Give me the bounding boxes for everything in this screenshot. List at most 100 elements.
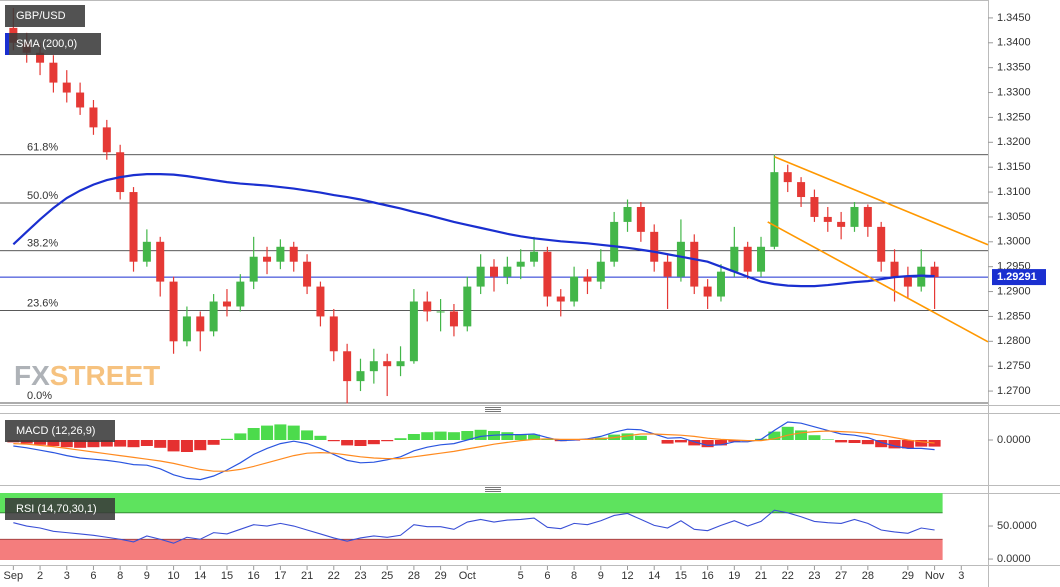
histogram-bar [194, 440, 207, 451]
x-tick-label: 9 [598, 570, 604, 582]
histogram-bar [474, 429, 487, 440]
watermark-part: FX [14, 360, 50, 391]
y-tick-label: 1.3150 [997, 161, 1031, 173]
candle-body [142, 241, 151, 262]
histogram-bar [888, 440, 901, 449]
candle-body [863, 206, 872, 227]
x-tick-label: 8 [117, 570, 123, 582]
y-tick-label: 1.3450 [997, 12, 1031, 24]
candle-body [156, 241, 165, 282]
histogram-bar [795, 430, 808, 440]
fib-label: 23.6% [27, 297, 58, 309]
histogram-bar [674, 440, 687, 443]
y-tick-label: 1.3200 [997, 136, 1031, 148]
macd-line [13, 421, 935, 481]
histogram-bar [367, 440, 380, 445]
channel-line [774, 155, 989, 246]
candle-body [903, 276, 912, 287]
x-tick-label: 3 [958, 570, 964, 582]
candle-body [449, 311, 458, 327]
histogram-bar [421, 432, 434, 440]
fib-label: 50.0% [27, 190, 58, 202]
signal-line [13, 430, 935, 472]
x-tick-label: 8 [571, 570, 577, 582]
candle-body [623, 206, 632, 222]
x-tick-label: 6 [90, 570, 96, 582]
x-tick-label: 15 [675, 570, 687, 582]
candle-body [890, 261, 899, 277]
legend-box [5, 420, 115, 442]
histogram-bar [821, 439, 834, 440]
oversold-zone [0, 539, 943, 560]
fib-label: 38.2% [27, 238, 58, 250]
x-tick-label: 21 [755, 570, 767, 582]
candle-body [650, 231, 659, 262]
candle-body [837, 221, 846, 227]
candle-body [770, 172, 779, 247]
histogram-bar [407, 434, 420, 440]
candle-body [276, 246, 285, 262]
y-tick-label: 1.3050 [997, 211, 1031, 223]
histogram-bar [47, 440, 60, 446]
x-tick-label: 22 [782, 570, 794, 582]
y-tick-label: 1.3300 [997, 86, 1031, 98]
candle-body [757, 246, 766, 272]
candle-body [489, 266, 499, 277]
histogram-bar [688, 440, 701, 446]
candle-body [49, 62, 58, 83]
x-tick-label: 23 [354, 570, 366, 582]
candle-body [289, 246, 298, 262]
candle-body [556, 296, 565, 302]
candle-body [76, 92, 85, 108]
fib-label: 61.8% [27, 142, 58, 154]
x-tick-label: 12 [621, 570, 633, 582]
y-tick-label: 0.0000 [997, 553, 1031, 565]
candle-body [436, 311, 445, 313]
legend-item: GBP/USD [5, 5, 85, 27]
legend-item: MACD (12,26,9) [5, 420, 115, 442]
candle-body [329, 316, 338, 352]
histogram-bar [220, 438, 233, 440]
resize-handle[interactable] [485, 407, 501, 412]
overlay-layer: Sep 2 3 6 8 9 10 14 15 16 17 21 22 23 25 28 29 Oct 5 6 8 9 12 1… [4, 5, 1046, 582]
legend-item: SMA (200,0) [5, 33, 101, 55]
x-tick-label: 14 [194, 570, 206, 582]
histogram-bar [714, 440, 727, 446]
resize-handle[interactable] [485, 487, 501, 492]
candle-body [396, 361, 405, 367]
histogram-bar [274, 424, 287, 440]
legend-swatch [5, 33, 9, 55]
x-tick-label: 29 [902, 570, 914, 582]
candle-body [263, 256, 272, 262]
candle-body [610, 221, 619, 262]
histogram-bar [341, 440, 354, 446]
histogram-bar [354, 440, 367, 446]
candle-body [503, 266, 512, 277]
candle-body [850, 206, 859, 227]
legend-box [5, 33, 101, 55]
candle-body [62, 82, 71, 93]
histogram-bar [314, 435, 327, 440]
candle-body [596, 261, 605, 282]
watermark: FXSTREET [14, 360, 160, 391]
candle-body [663, 261, 672, 277]
candle-body [129, 192, 138, 262]
histogram-bar [127, 440, 140, 448]
x-tick-label: 28 [862, 570, 874, 582]
y-tick-label: 1.3350 [997, 62, 1031, 74]
candle-body [797, 182, 806, 198]
histogram-bar [287, 425, 300, 440]
rsi-line [13, 509, 935, 544]
x-tick-label: Sep [4, 570, 24, 582]
histogram-bar [701, 440, 714, 448]
candle-body [196, 316, 205, 332]
candle-body [783, 172, 792, 183]
candle-body [383, 361, 392, 367]
y-tick-label: 1.2700 [997, 385, 1031, 397]
histogram-bar [915, 440, 928, 447]
candle-body [222, 301, 231, 307]
x-tick-label: 16 [248, 570, 260, 582]
histogram-bar [434, 431, 447, 440]
candle-body [476, 266, 485, 287]
